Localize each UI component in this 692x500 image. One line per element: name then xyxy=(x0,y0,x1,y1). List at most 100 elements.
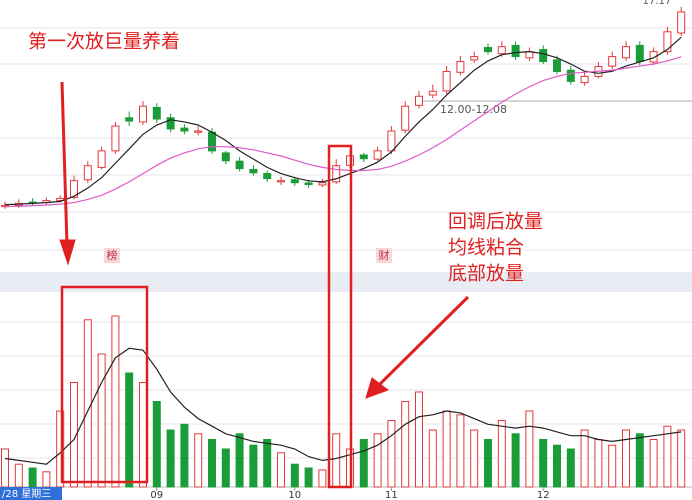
highlight-box xyxy=(60,285,149,484)
x-tick-label: 12 xyxy=(537,490,550,500)
candle-body xyxy=(497,46,506,55)
tag-box xyxy=(104,248,120,263)
volume-bar xyxy=(359,439,368,488)
candle-body xyxy=(139,105,147,123)
volume-bar xyxy=(1,448,9,488)
candle-body xyxy=(484,46,492,53)
candle-body xyxy=(125,117,134,122)
tag-box xyxy=(376,248,392,263)
candle-body xyxy=(166,117,175,130)
candle-body xyxy=(663,31,672,53)
volume-bar xyxy=(415,391,423,488)
volume-bar xyxy=(649,439,658,488)
volume-bar xyxy=(663,425,672,488)
candle-body xyxy=(387,130,396,152)
volume-bar xyxy=(608,444,617,488)
tag: 财 xyxy=(379,248,390,262)
volume-bar xyxy=(511,433,520,488)
arrow-head xyxy=(365,377,390,399)
volume-bar xyxy=(428,429,437,488)
volume-bar xyxy=(304,467,313,488)
candle-body xyxy=(318,182,327,186)
candle-body xyxy=(635,44,644,63)
volume-bar xyxy=(208,439,216,488)
candle-body xyxy=(622,46,630,59)
volume-bar xyxy=(553,444,561,488)
candle-body xyxy=(415,95,423,106)
candle-body xyxy=(70,180,78,198)
candle-body xyxy=(649,51,658,63)
panel-separator xyxy=(0,272,692,292)
candle-body xyxy=(56,197,65,201)
volume-bar xyxy=(70,382,78,488)
ma-line xyxy=(4,36,682,206)
volume-bar xyxy=(318,469,327,488)
volume-bar xyxy=(249,444,258,488)
volume-bar xyxy=(525,410,534,488)
candle-body xyxy=(608,56,617,67)
candle-body xyxy=(539,49,548,63)
volume-bar xyxy=(125,372,134,488)
volume-bar xyxy=(677,429,686,488)
volume-bar xyxy=(97,353,106,488)
volume-bar xyxy=(83,319,92,488)
volume-bar xyxy=(484,439,492,488)
candle-body xyxy=(359,154,368,160)
highlight-boxes xyxy=(60,144,353,489)
volume-bar xyxy=(221,448,230,488)
annotation: 底部放量 xyxy=(448,263,524,285)
high-label: 17.17 xyxy=(643,0,672,7)
volume-bar xyxy=(401,401,410,488)
candle-body xyxy=(97,150,106,168)
candle-body xyxy=(263,173,272,180)
volume-bar xyxy=(139,382,147,488)
volume-bar xyxy=(332,433,341,488)
candle-body xyxy=(277,180,285,183)
candle-body xyxy=(208,131,216,152)
candle-body xyxy=(221,152,230,162)
candle-body xyxy=(111,125,120,152)
x-tick-label: 11 xyxy=(385,490,398,500)
volume-bar xyxy=(194,433,203,488)
volume-bar xyxy=(387,420,396,488)
tag: 榜 xyxy=(107,248,118,262)
volume-bar xyxy=(290,463,299,488)
candle-body xyxy=(511,44,520,58)
candle-body xyxy=(83,165,92,181)
volume-bar xyxy=(566,448,575,488)
candle-body xyxy=(456,61,465,73)
ma-line xyxy=(4,347,682,465)
arrows xyxy=(59,81,470,399)
candle-body xyxy=(401,105,410,131)
volume-bar xyxy=(111,315,120,488)
annotation: 第一次放巨量养着 xyxy=(28,31,180,53)
volume-bar xyxy=(622,429,630,488)
candle-body xyxy=(290,179,299,184)
candle-body xyxy=(428,90,437,96)
volume-bar xyxy=(263,439,272,488)
candle-body xyxy=(304,182,313,186)
volume-bar xyxy=(42,471,51,488)
candle-body xyxy=(442,70,451,92)
candle-body xyxy=(580,75,589,84)
date-label: /28 星期三 xyxy=(2,488,51,500)
candle-body xyxy=(332,165,341,183)
volume-bar xyxy=(580,429,589,488)
volume-bar xyxy=(442,410,451,488)
x-tick-label: 10 xyxy=(288,490,301,500)
volume-bar xyxy=(28,467,37,488)
volume-bar xyxy=(635,433,644,488)
volume-bar xyxy=(594,439,603,488)
arrow-head xyxy=(59,239,76,266)
volume-bar xyxy=(470,429,479,488)
annotation: 回调后放量 xyxy=(448,211,543,233)
candle-body xyxy=(470,56,479,61)
arrow xyxy=(378,295,470,386)
candle-body xyxy=(152,106,161,120)
candle-body xyxy=(180,127,189,132)
annotation: 均线粘合 xyxy=(448,237,524,259)
volume-bar xyxy=(539,439,548,488)
volume-bar xyxy=(373,433,382,488)
volume-bar xyxy=(235,433,244,488)
